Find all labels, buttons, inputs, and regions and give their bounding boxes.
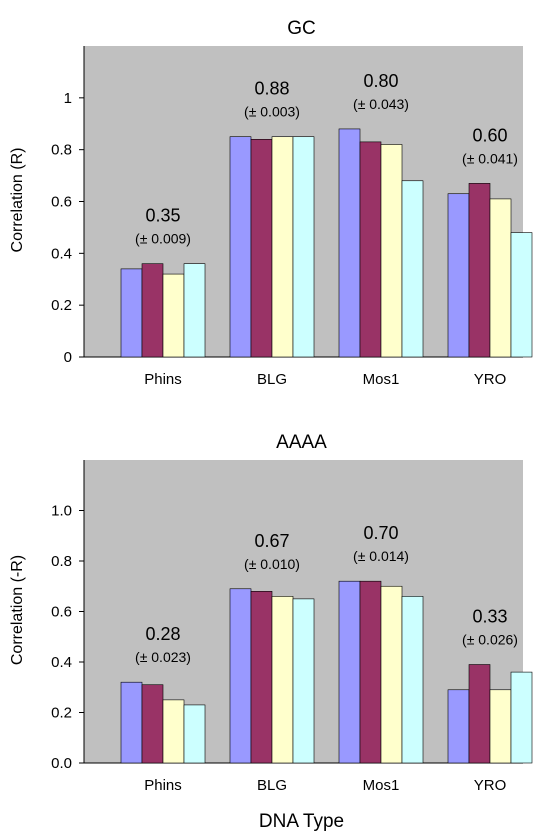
chart0-annotation-error: (± 0.003) bbox=[244, 104, 300, 120]
chart1-y-tick-label: 0.8 bbox=[51, 553, 72, 570]
chart1-y-tick-label: 0.4 bbox=[51, 654, 72, 671]
chart0-y-axis-label: Correlation (R) bbox=[9, 148, 26, 253]
chart0-bar bbox=[292, 136, 315, 358]
chart0-bar bbox=[380, 144, 403, 358]
chart1-x-axis-label: DNA Type bbox=[259, 811, 344, 832]
chart0-bar bbox=[338, 128, 361, 358]
chart1-bar bbox=[510, 671, 533, 764]
chart1-y-axis-label: Correlation (-R) bbox=[9, 555, 26, 665]
chart0-bar bbox=[510, 232, 533, 358]
chart0-bar bbox=[489, 198, 512, 358]
chart1-bar bbox=[141, 684, 164, 764]
chart0-bar bbox=[401, 180, 424, 358]
chart1-y-tick-label: 0.0 bbox=[51, 755, 72, 772]
chart1-bar bbox=[229, 588, 252, 764]
chart1-annotation-value: 0.28 bbox=[145, 624, 180, 644]
chart1-bar bbox=[338, 580, 361, 764]
chart1-y-tick-label: 1.0 bbox=[51, 503, 72, 520]
chart1-annotation-value: 0.70 bbox=[363, 523, 398, 543]
chart1-bar bbox=[359, 580, 382, 764]
chart0-annotation-value: 0.80 bbox=[363, 71, 398, 91]
chart0-y-tick-label: 0.6 bbox=[51, 194, 72, 211]
chart0-bar bbox=[120, 268, 143, 358]
chart1-annotation-error: (± 0.023) bbox=[135, 649, 191, 665]
chart0-bar bbox=[359, 141, 382, 358]
chart1-bar bbox=[162, 699, 185, 764]
chart0-y-tick-label: 1 bbox=[64, 90, 72, 107]
chart1-bar bbox=[489, 689, 512, 764]
chart1-category-label: Mos1 bbox=[363, 777, 400, 794]
chart1-category-label: YRO bbox=[474, 777, 507, 794]
chart0-bar bbox=[183, 263, 206, 358]
chart0-y-tick-label: 0.4 bbox=[51, 245, 72, 262]
chart0-bar bbox=[162, 273, 185, 358]
chart0-category-label: Mos1 bbox=[363, 371, 400, 388]
chart0-y-tick-label: 0.8 bbox=[51, 142, 72, 159]
chart0-annotation-value: 0.60 bbox=[472, 125, 507, 145]
chart0-annotation-value: 0.88 bbox=[254, 79, 289, 99]
chart1-annotation-value: 0.67 bbox=[254, 531, 289, 551]
chart0-y-tick-label: 0 bbox=[64, 349, 72, 366]
chart1-y-tick-label: 0.6 bbox=[51, 604, 72, 621]
chart0-annotation-error: (± 0.041) bbox=[462, 150, 518, 166]
chart0-bar bbox=[468, 183, 491, 358]
chart1-bar bbox=[250, 590, 273, 764]
chart1-bar bbox=[271, 596, 294, 764]
chart1-y-tick-label: 0.2 bbox=[51, 705, 72, 722]
chart0-title: GC bbox=[287, 18, 316, 39]
chart0-category-label: YRO bbox=[474, 371, 507, 388]
chart0-bar bbox=[229, 136, 252, 358]
chart0-bar bbox=[141, 263, 164, 358]
chart1-bar bbox=[380, 585, 403, 764]
chart1-bar bbox=[292, 598, 315, 764]
chart1-bar bbox=[447, 689, 470, 764]
chart0-bar bbox=[250, 139, 273, 358]
chart1-annotation-value: 0.33 bbox=[472, 607, 507, 627]
chart1-category-label: Phins bbox=[144, 777, 182, 794]
chart0-annotation-error: (± 0.043) bbox=[353, 96, 409, 112]
chart1-bar bbox=[120, 681, 143, 764]
chart0-bar bbox=[271, 136, 294, 358]
chart1-annotation-error: (± 0.010) bbox=[244, 556, 300, 572]
chart1-annotation-error: (± 0.014) bbox=[353, 548, 409, 564]
chart1-category-label: BLG bbox=[257, 777, 287, 794]
chart0-annotation-error: (± 0.009) bbox=[135, 231, 191, 247]
chart1-bar bbox=[401, 596, 424, 764]
chart0-annotation-value: 0.35 bbox=[145, 206, 180, 226]
chart0-category-label: BLG bbox=[257, 371, 287, 388]
chart1-bar bbox=[183, 704, 206, 764]
chart1-annotation-error: (± 0.026) bbox=[462, 632, 518, 648]
chart0-y-tick-label: 0.2 bbox=[51, 297, 72, 314]
chart1-title: AAAA bbox=[276, 432, 327, 453]
chart0-bar bbox=[447, 193, 470, 358]
chart1-bar bbox=[468, 664, 491, 764]
chart0-category-label: Phins bbox=[144, 371, 182, 388]
